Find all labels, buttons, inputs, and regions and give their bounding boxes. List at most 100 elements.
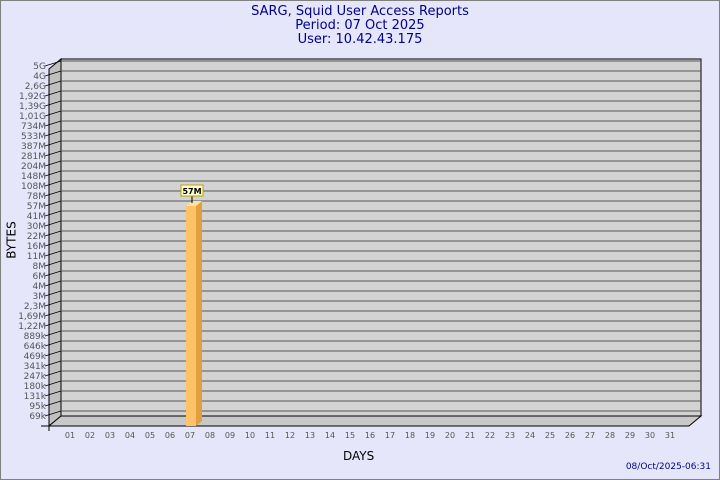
y-tick-label: 22M (27, 232, 46, 242)
y-tick-label: 2,6G (25, 82, 46, 92)
y-tick (44, 350, 62, 357)
y-tick-label: 69k (29, 412, 46, 422)
y-tick-label: 341k (24, 362, 47, 372)
floor (47, 415, 703, 427)
x-axis-label: DAYS (343, 449, 375, 463)
y-tick (44, 410, 62, 417)
y-tick-label: 646k (24, 342, 47, 352)
y-axis-label: BYTES (4, 221, 19, 259)
x-tick-label: 24 (525, 431, 535, 440)
y-tick-label: 78M (27, 192, 46, 202)
y-tick (44, 310, 62, 317)
y-tick-label: 11M (27, 252, 46, 262)
x-tick-label: 29 (625, 431, 635, 440)
y-tick (44, 140, 62, 147)
y-tick-label: 889k (24, 332, 47, 342)
y-tick-label: 95k (29, 402, 46, 412)
x-tick-label: 11 (265, 431, 275, 440)
y-tick (44, 120, 62, 127)
y-tick (44, 170, 62, 177)
x-tick-label: 02 (85, 431, 95, 440)
y-tick-label: 57M (27, 202, 46, 212)
x-tick-label: 04 (125, 431, 135, 440)
y-tick (44, 260, 62, 267)
y-tick-label: 204M (21, 162, 46, 172)
y-tick (44, 160, 62, 167)
y-tick (44, 340, 62, 347)
x-tick-label: 17 (385, 431, 395, 440)
y-tick (44, 180, 62, 187)
y-tick (44, 300, 62, 307)
y-tick-label: 41M (27, 212, 46, 222)
y-tick-label: 533M (21, 132, 46, 142)
data-label: 57M (182, 187, 201, 196)
y-tick (44, 330, 62, 337)
x-tick-label: 25 (545, 431, 555, 440)
y-tick (44, 100, 62, 107)
y-tick-label: 1,22M (18, 322, 46, 332)
y-tick (44, 270, 62, 277)
x-tick-label: 23 (505, 431, 515, 440)
x-tick-label: 18 (405, 431, 415, 440)
y-tick-label: 387M (21, 142, 46, 152)
x-tick-label: 10 (245, 431, 255, 440)
y-tick (44, 80, 62, 87)
y-tick-label: 5G (33, 62, 46, 72)
data-label-box (180, 184, 204, 197)
y-tick-label: 4M (33, 282, 47, 292)
y-tick-label: 16M (27, 242, 46, 252)
y-tick (44, 150, 62, 157)
y-tick (44, 90, 62, 97)
x-tick-label: 28 (605, 431, 615, 440)
y-tick-label: 1,92G (19, 92, 46, 102)
y-tick-label: 469k (24, 352, 47, 362)
x-tick-label: 22 (485, 431, 495, 440)
x-tick-label: 19 (425, 431, 435, 440)
x-tick-label: 21 (465, 431, 475, 440)
y-tick (44, 110, 62, 117)
y-tick (44, 200, 62, 207)
x-tick-label: 16 (365, 431, 375, 440)
x-tick-label: 08 (205, 431, 215, 440)
x-tick-label: 27 (585, 431, 595, 440)
chart-title: SARG, Squid User Access Reports (251, 4, 469, 19)
y-tick (44, 60, 62, 67)
bar-side (196, 201, 202, 426)
y-tick-label: 3M (33, 292, 47, 302)
y-tick-label: 8M (33, 262, 47, 272)
y-tick (44, 390, 62, 397)
y-tick-label: 6M (33, 272, 47, 282)
x-tick-label: 30 (645, 431, 655, 440)
period: Period: 07 Oct 2025 (295, 18, 425, 33)
y-tick (44, 380, 62, 387)
x-tick-label: 03 (105, 431, 115, 440)
x-tick-label: 15 (345, 431, 355, 440)
x-tick-label: 13 (305, 431, 315, 440)
timestamp: 08/Oct/2025-06:31 (625, 462, 711, 472)
x-tick-label: 01 (65, 431, 75, 440)
x-tick-label: 05 (145, 431, 155, 440)
y-tick-label: 131k (24, 392, 47, 402)
y-tick-label: 4G (33, 72, 46, 82)
y-tick-label: 247k (24, 372, 47, 382)
y-tick (44, 210, 62, 217)
bar (186, 206, 196, 426)
y-tick (44, 230, 62, 237)
y-tick-label: 30M (27, 222, 46, 232)
x-tick-label: 07 (185, 431, 195, 440)
y-tick-label: 2,3M (24, 302, 46, 312)
x-tick-label: 20 (445, 431, 455, 440)
y-tick-label: 281M (21, 152, 46, 162)
user: User: 10.42.43.175 (297, 32, 423, 47)
x-tick-label: 31 (665, 431, 675, 440)
y-tick (44, 370, 62, 377)
y-tick-label: 108M (21, 182, 46, 192)
y-tick-label: 734M (21, 122, 46, 132)
y-tick (44, 320, 62, 327)
y-tick (44, 130, 62, 137)
y-tick (44, 360, 62, 367)
y-tick (44, 220, 62, 227)
y-tick-label: 148M (21, 172, 46, 182)
